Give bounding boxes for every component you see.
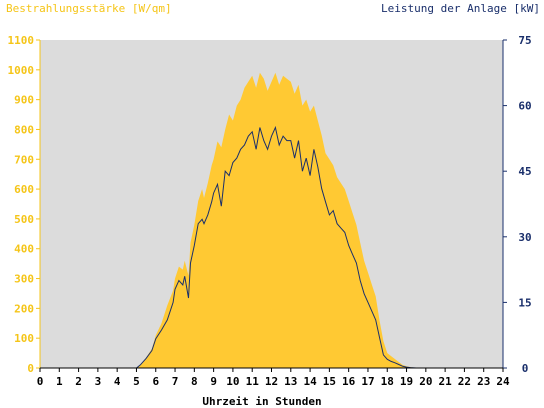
right-tick-label: 0: [522, 362, 529, 375]
right-tick-label: 45: [518, 165, 531, 178]
x-tick-label: 0: [37, 375, 44, 388]
left-tick-label: 1000: [8, 64, 35, 77]
x-tick-label: 12: [265, 375, 278, 388]
x-axis-label: Uhrzeit in Stunden: [202, 395, 321, 408]
x-tick-label: 6: [152, 375, 159, 388]
x-tick-label: 20: [419, 375, 432, 388]
x-tick-label: 22: [458, 375, 471, 388]
left-tick-label: 300: [14, 273, 34, 286]
x-tick-label: 4: [114, 375, 121, 388]
left-axis-ticks: 0 100 200 300 400 500 600 700 800 900 1000 1100: [8, 34, 40, 375]
x-tick-label: 10: [226, 375, 239, 388]
x-tick-label: 24: [496, 375, 510, 388]
x-tick-label: 3: [95, 375, 102, 388]
left-tick-label: 400: [14, 243, 34, 256]
x-tick-label: 1: [56, 375, 63, 388]
power-line: [40, 125, 503, 369]
left-axis-title: Bestrahlungsstärke [W/qm]: [6, 2, 172, 15]
left-tick-label: 1100: [8, 34, 35, 47]
x-tick-label: 23: [477, 375, 490, 388]
right-tick-label: 15: [518, 296, 531, 309]
right-tick-label: 75: [518, 34, 531, 47]
x-tick-label: 5: [133, 375, 140, 388]
left-tick-label: 700: [14, 153, 34, 166]
right-tick-label: 60: [518, 100, 531, 113]
left-tick-label: 900: [14, 94, 34, 107]
x-tick-label: 9: [210, 375, 217, 388]
x-axis-ticks: 0 1 2 3 4 5 6 7 8 9 10 11 12 13 14 15 16 17 18 19 20 21 22 23 24: [37, 368, 510, 388]
x-tick-label: 11: [246, 375, 260, 388]
left-tick-label: 600: [14, 183, 34, 196]
x-tick-label: 18: [381, 375, 394, 388]
left-tick-label: 200: [14, 302, 34, 315]
x-tick-label: 19: [400, 375, 413, 388]
right-axis-ticks: 0 15 30 45 60 75: [503, 34, 532, 375]
x-tick-label: 15: [323, 375, 336, 388]
left-tick-label: 0: [27, 362, 34, 375]
x-tick-label: 13: [284, 375, 297, 388]
x-tick-label: 21: [439, 375, 453, 388]
right-tick-label: 30: [518, 231, 531, 244]
left-tick-label: 100: [14, 332, 34, 345]
irradiance-area: [40, 72, 503, 369]
x-tick-label: 14: [303, 375, 317, 388]
right-axis-title: Leistung der Anlage [kW]: [381, 2, 540, 15]
x-tick-label: 2: [75, 375, 82, 388]
x-tick-label: 8: [191, 375, 198, 388]
x-tick-label: 7: [172, 375, 179, 388]
x-tick-label: 16: [342, 375, 356, 388]
left-tick-label: 800: [14, 123, 34, 136]
left-tick-label: 500: [14, 213, 34, 226]
x-tick-label: 17: [361, 375, 374, 388]
